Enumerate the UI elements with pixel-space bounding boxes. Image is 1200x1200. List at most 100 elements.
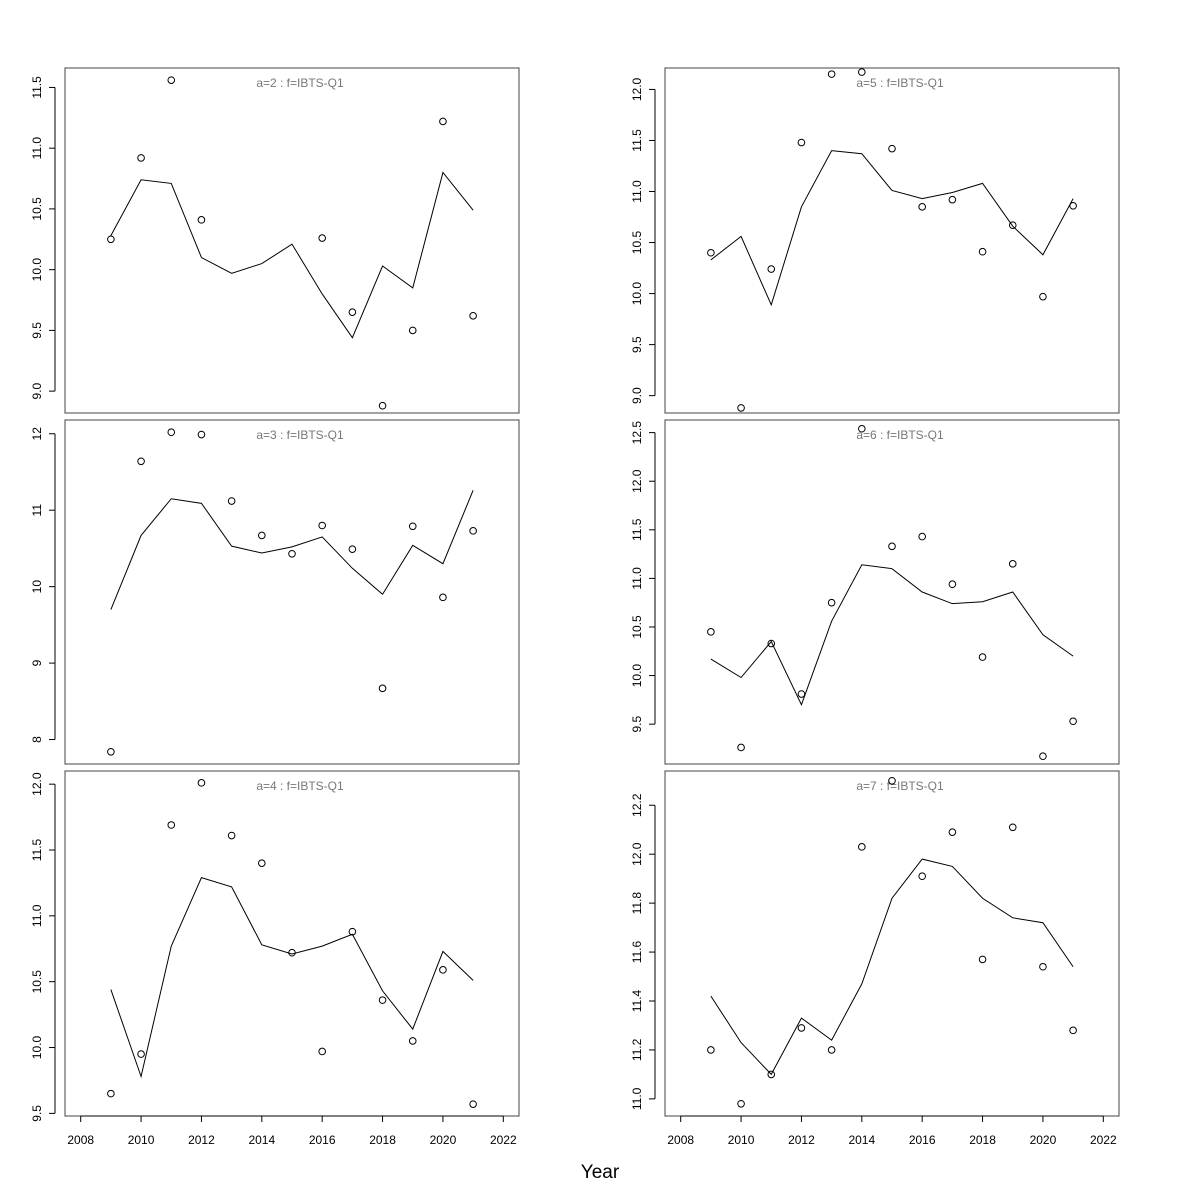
observation-point: [888, 144, 896, 153]
x-tick-label: 2012: [788, 1133, 815, 1147]
y-tick-label: 11.2: [630, 1038, 644, 1061]
panel-title: a=2 : f=IBTS-Q1: [256, 76, 344, 90]
observation-point: [318, 234, 326, 242]
observation-point: [439, 593, 447, 602]
observation-point: [469, 312, 477, 320]
observation-point: [197, 216, 206, 224]
y-tick-label: 11.0: [30, 904, 44, 927]
observation-point: [348, 545, 357, 553]
observation-point: [107, 235, 115, 244]
observation-point: [1069, 201, 1077, 210]
y-tick-label: 10.0: [30, 1036, 44, 1060]
observation-point: [439, 117, 447, 126]
y-tick-label: 9.5: [30, 322, 44, 339]
observation-point: [348, 927, 357, 936]
observation-point: [167, 821, 176, 829]
y-tick-label: 12.0: [630, 842, 644, 866]
panel-3: a=3 : f=IBTS-Q1 8 9 10 11 12: [30, 419, 520, 765]
panel-title: a=6 : f=IBTS-Q1: [856, 428, 944, 442]
observation-point: [797, 1024, 806, 1032]
observation-point: [767, 639, 776, 648]
observation-point: [827, 70, 836, 78]
observation-point: [978, 955, 987, 964]
observation-point: [918, 872, 926, 881]
observation-point: [439, 966, 447, 974]
observation-point: [137, 1050, 145, 1058]
observation-point: [107, 1089, 115, 1098]
plot-frame: [664, 67, 1120, 414]
observation-point: [378, 996, 387, 1004]
observation-point: [858, 68, 866, 76]
observation-point: [288, 549, 296, 558]
x-tick-label: 2010: [728, 1133, 755, 1147]
y-tick-label: 11: [30, 504, 44, 517]
y-tick-label: 11.5: [630, 518, 644, 541]
x-tick-label: 2016: [909, 1133, 936, 1147]
y-tick-label: 11.5: [30, 76, 44, 99]
y-tick-label: 9.0: [630, 387, 644, 404]
panel-1: a=2 : f=IBTS-Q1 9.0 9.5 10.0 10.5 11.0 11.5: [30, 67, 520, 414]
y-tick-label: 10: [30, 580, 44, 594]
x-tick-label: 2012: [188, 1133, 215, 1147]
observation-point: [978, 653, 987, 661]
observation-point: [918, 203, 926, 211]
observation-point: [1008, 823, 1017, 832]
x-tick-label: 2008: [67, 1133, 94, 1147]
observation-point: [1069, 717, 1077, 726]
y-tick-label: 11.0: [630, 567, 644, 590]
observation-point: [858, 424, 866, 433]
x-tick-label: 2018: [369, 1133, 396, 1147]
y-tick-label: 11.0: [630, 1087, 644, 1110]
observation-point: [197, 430, 206, 439]
y-tick-label: 9: [30, 659, 44, 666]
y-tick-label: 10.5: [30, 197, 44, 221]
panel-title: a=7 : f=IBTS-Q1: [856, 779, 944, 793]
observation-point: [1008, 560, 1017, 568]
plot-frame: [664, 419, 1120, 765]
observation-point: [227, 831, 236, 840]
observation-point: [918, 532, 926, 541]
y-tick-label: 10.5: [30, 970, 44, 994]
observation-point: [408, 326, 417, 335]
fitted-line: [710, 858, 1074, 1076]
x-tick-label: 2008: [667, 1133, 694, 1147]
x-tick-label: 2014: [848, 1133, 875, 1147]
observation-point: [318, 521, 326, 530]
observation-point: [318, 1047, 326, 1056]
observation-point: [378, 401, 387, 410]
y-tick-label: 10.5: [630, 615, 644, 639]
fitted-line: [110, 490, 474, 610]
plot-frame: [64, 419, 520, 765]
y-tick-label: 9.5: [630, 336, 644, 353]
y-tick-label: 12.0: [630, 77, 644, 101]
fitted-line: [710, 564, 1074, 707]
x-tick-label: 2014: [248, 1133, 275, 1147]
y-tick-label: 11.6: [630, 941, 644, 964]
x-tick-label: 2010: [128, 1133, 155, 1147]
observation-point: [767, 1070, 776, 1079]
observation-point: [1008, 221, 1017, 229]
observation-point: [258, 859, 266, 867]
observation-point: [978, 247, 987, 256]
y-tick-label: 11.0: [630, 180, 644, 203]
observation-point: [1039, 752, 1047, 761]
x-tick-label: 2022: [490, 1133, 517, 1147]
panel-title: a=5 : f=IBTS-Q1: [856, 76, 944, 90]
observation-point: [107, 747, 115, 756]
y-tick-label: 11.0: [30, 137, 44, 160]
y-tick-label: 12.2: [630, 793, 644, 817]
y-tick-label: 10.5: [630, 231, 644, 255]
panel-title: a=3 : f=IBTS-Q1: [256, 428, 344, 442]
observation-point: [707, 628, 715, 636]
observation-point: [827, 598, 836, 607]
panel-5: a=4 : f=IBTS-Q1 9.5 10.0 10.5 11.0 11.5 12.0 20…: [30, 770, 520, 1147]
observation-point: [197, 779, 206, 787]
panel-title: a=4 : f=IBTS-Q1: [256, 779, 344, 793]
observation-point: [167, 428, 176, 437]
y-tick-label: 10.0: [630, 664, 644, 688]
observation-point: [469, 527, 477, 535]
observation-point: [707, 248, 715, 257]
y-tick-label: 11.4: [630, 989, 644, 1012]
observation-point: [888, 776, 896, 785]
x-tick-label: 2020: [1030, 1133, 1057, 1147]
